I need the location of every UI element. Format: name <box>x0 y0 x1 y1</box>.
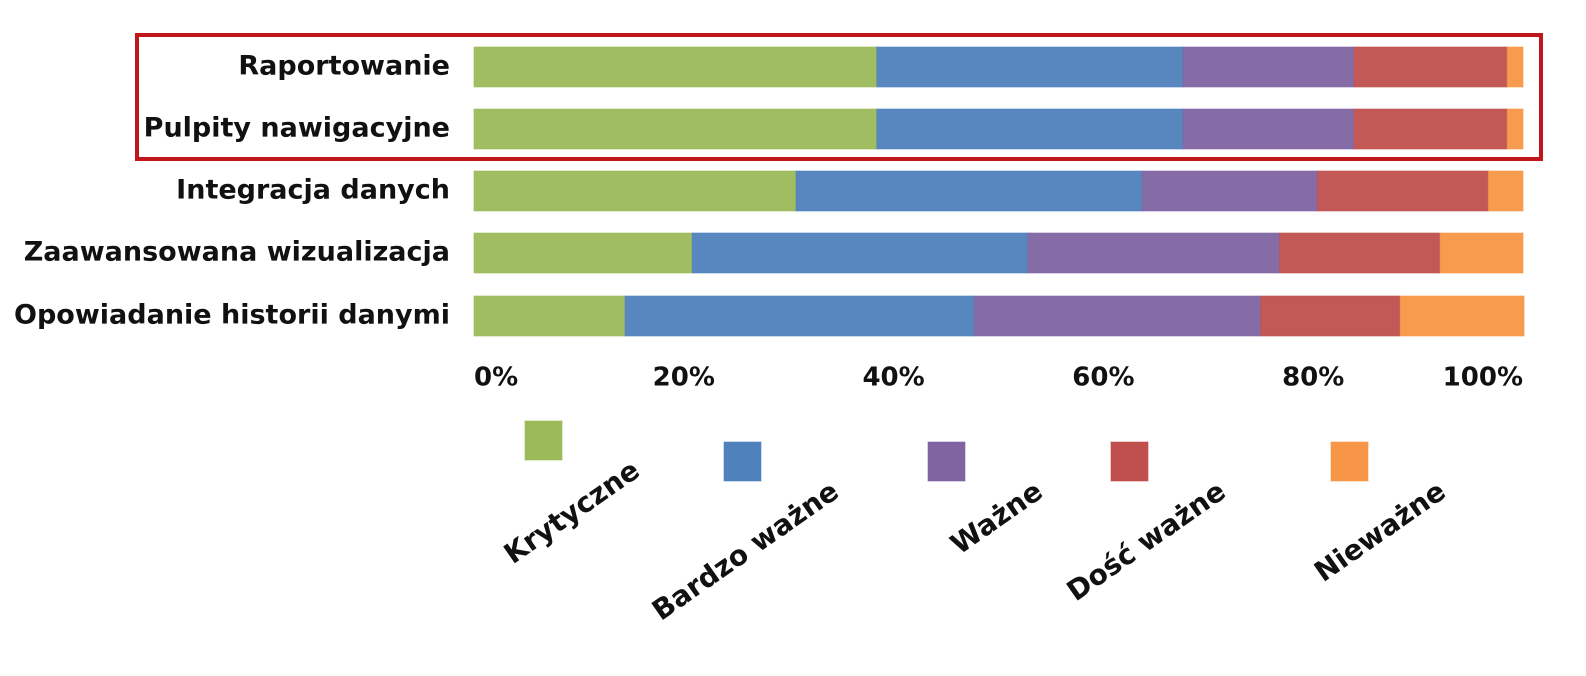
bar-segment <box>1279 232 1441 274</box>
category-label: Raportowanie <box>238 51 450 82</box>
legend-swatch <box>1110 441 1149 482</box>
x-tick-label: 40% <box>862 363 924 393</box>
x-tick-label: 60% <box>1072 363 1134 393</box>
legend-swatch <box>1330 441 1369 482</box>
legend-item: Ważne <box>927 441 1049 561</box>
bar-segment <box>1399 295 1525 337</box>
bar-segment <box>1182 46 1355 88</box>
legend-label: Ważne <box>944 474 1048 561</box>
legend-item: Krytyczne <box>498 420 646 570</box>
legend-swatch <box>927 441 966 482</box>
legend-label: Bardzo ważne <box>646 474 845 627</box>
bar-segment <box>1506 108 1524 150</box>
bar-segment <box>1439 232 1524 274</box>
bar-segment <box>876 46 1184 88</box>
bar-segment <box>473 108 878 150</box>
legend-label: Krytyczne <box>498 453 646 570</box>
legend-item: Nieważne <box>1308 441 1452 588</box>
bar-segment <box>473 232 693 274</box>
x-tick-label: 0% <box>474 363 518 393</box>
bar-segment <box>1316 170 1489 212</box>
bar-segment <box>1182 108 1355 150</box>
highlight-box <box>135 33 1543 161</box>
legend-label: Nieważne <box>1308 474 1451 588</box>
bar-segment <box>1141 170 1318 212</box>
category-label: Pulpity nawigacyjne <box>144 113 450 144</box>
category-label: Integracja danych <box>176 175 450 206</box>
bar-segment <box>876 108 1184 150</box>
x-tick-label: 20% <box>653 363 715 393</box>
category-label: Opowiadanie historii danymi <box>14 300 450 331</box>
legend-swatch <box>723 441 762 482</box>
legend-swatch <box>524 420 563 461</box>
bar-segment <box>1260 295 1401 337</box>
x-tick-label: 80% <box>1282 363 1344 393</box>
bar-segment <box>473 46 878 88</box>
bar-segment <box>691 232 1029 274</box>
bar-segment <box>1353 108 1508 150</box>
legend-item: Bardzo ważne <box>646 441 845 627</box>
bar-segment <box>1506 46 1524 88</box>
bar-segment <box>473 170 797 212</box>
bar-segment <box>973 295 1262 337</box>
bar-segment <box>1027 232 1281 274</box>
bar-segment <box>1353 46 1508 88</box>
legend-label: Dość ważne <box>1061 474 1232 607</box>
bar-segment <box>473 295 626 337</box>
category-label: Zaawansowana wizualizacja <box>24 237 450 268</box>
x-tick-label: 100% <box>1443 363 1523 393</box>
bar-segment <box>795 170 1143 212</box>
legend-item: Dość ważne <box>1061 441 1232 608</box>
bar-segment <box>624 295 975 337</box>
bar-segment <box>1487 170 1524 212</box>
